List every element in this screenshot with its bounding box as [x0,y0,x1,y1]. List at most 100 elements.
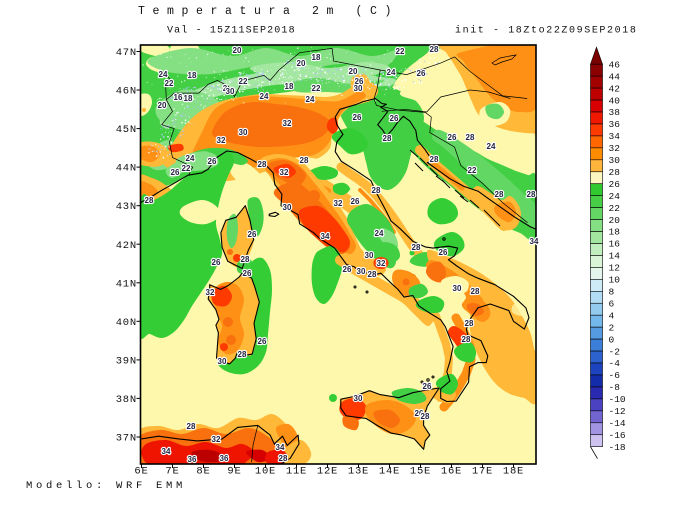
svg-text:20: 20 [609,215,621,226]
svg-text:-14: -14 [609,418,626,429]
svg-text:-8: -8 [609,382,621,393]
svg-text:28: 28 [368,270,377,279]
svg-text:22: 22 [468,166,477,175]
svg-text:24: 24 [387,68,396,77]
svg-text:-16: -16 [609,430,626,441]
svg-text:24: 24 [375,229,384,238]
svg-text:26: 26 [390,114,399,123]
svg-text:46N: 46N [116,86,137,98]
svg-text:26: 26 [212,258,221,267]
svg-text:26: 26 [355,77,364,86]
svg-text:10E: 10E [255,466,276,478]
svg-text:22: 22 [312,84,321,93]
svg-text:6: 6 [609,299,615,310]
svg-text:24: 24 [306,95,315,104]
svg-text:28: 28 [187,422,196,431]
svg-text:45N: 45N [116,124,137,136]
svg-text:24: 24 [159,70,168,79]
svg-text:28: 28 [471,287,480,296]
svg-text:20: 20 [233,46,242,55]
svg-text:47N: 47N [116,47,137,59]
svg-text:38: 38 [609,107,621,118]
svg-text:28: 28 [465,319,474,328]
svg-text:26: 26 [351,197,360,206]
svg-text:28: 28 [372,186,381,195]
svg-text:24: 24 [186,154,195,163]
svg-text:8: 8 [609,287,615,298]
svg-text:32: 32 [212,435,221,444]
svg-text:32: 32 [334,199,343,208]
svg-text:26: 26 [258,337,267,346]
svg-text:36: 36 [188,455,197,464]
svg-text:43N: 43N [116,201,137,213]
svg-text:Modello: WRF EMM: Modello: WRF EMM [26,480,186,492]
svg-text:42: 42 [609,83,621,94]
svg-text:28: 28 [258,160,267,169]
svg-text:32: 32 [206,288,215,297]
svg-text:39N: 39N [116,355,137,367]
svg-text:28: 28 [430,45,439,54]
svg-text:24: 24 [260,92,269,101]
svg-text:24: 24 [609,191,621,202]
svg-text:18E: 18E [503,466,524,478]
svg-text:28: 28 [462,335,471,344]
svg-text:26: 26 [609,179,621,190]
svg-text:34: 34 [530,237,539,246]
svg-text:26: 26 [353,113,362,122]
svg-text:32: 32 [377,259,386,268]
svg-text:46: 46 [609,59,621,70]
svg-text:28: 28 [238,350,247,359]
svg-text:28: 28 [279,454,288,463]
svg-text:28: 28 [527,190,536,199]
svg-text:44N: 44N [116,163,137,175]
svg-text:36: 36 [609,119,621,130]
svg-text:20: 20 [349,67,358,76]
svg-text:32: 32 [609,143,621,154]
svg-text:30: 30 [453,284,462,293]
svg-text:16: 16 [609,239,621,250]
svg-text:32: 32 [217,136,226,145]
svg-text:32: 32 [280,168,289,177]
svg-text:26: 26 [343,265,352,274]
svg-text:34: 34 [321,232,330,241]
svg-text:30: 30 [365,251,374,260]
svg-text:38N: 38N [116,394,137,406]
svg-text:13E: 13E [348,466,369,478]
svg-text:24: 24 [487,142,496,151]
svg-text:16E: 16E [441,466,462,478]
svg-text:30: 30 [239,128,248,137]
svg-text:28: 28 [495,190,504,199]
svg-text:26: 26 [417,69,426,78]
svg-text:30: 30 [226,87,235,96]
svg-text:44: 44 [609,71,621,82]
svg-text:15E: 15E [410,466,431,478]
svg-text:28: 28 [300,156,309,165]
svg-text:28: 28 [383,134,392,143]
svg-text:-10: -10 [609,394,626,405]
svg-text:-2: -2 [609,346,621,357]
svg-text:26: 26 [248,230,257,239]
svg-text:30: 30 [354,394,363,403]
svg-text:20: 20 [297,59,306,68]
svg-text:42N: 42N [116,240,137,252]
svg-text:10: 10 [609,275,621,286]
svg-text:28: 28 [241,255,250,264]
svg-text:22: 22 [609,203,621,214]
svg-text:-12: -12 [609,406,626,417]
svg-text:30: 30 [283,203,292,212]
svg-text:40: 40 [609,95,621,106]
svg-text:0: 0 [609,334,615,345]
svg-text:-6: -6 [609,370,621,381]
svg-text:34: 34 [276,443,285,452]
svg-text:18: 18 [609,227,621,238]
svg-text:18: 18 [312,53,321,62]
svg-text:18: 18 [184,94,193,103]
svg-text:26: 26 [243,269,252,278]
svg-text:4: 4 [609,310,615,321]
svg-text:30: 30 [218,357,227,366]
svg-text:26: 26 [448,133,457,142]
svg-text:6E: 6E [134,466,148,478]
svg-text:28: 28 [145,196,154,205]
svg-text:41N: 41N [116,278,137,290]
svg-text:9E: 9E [227,466,241,478]
